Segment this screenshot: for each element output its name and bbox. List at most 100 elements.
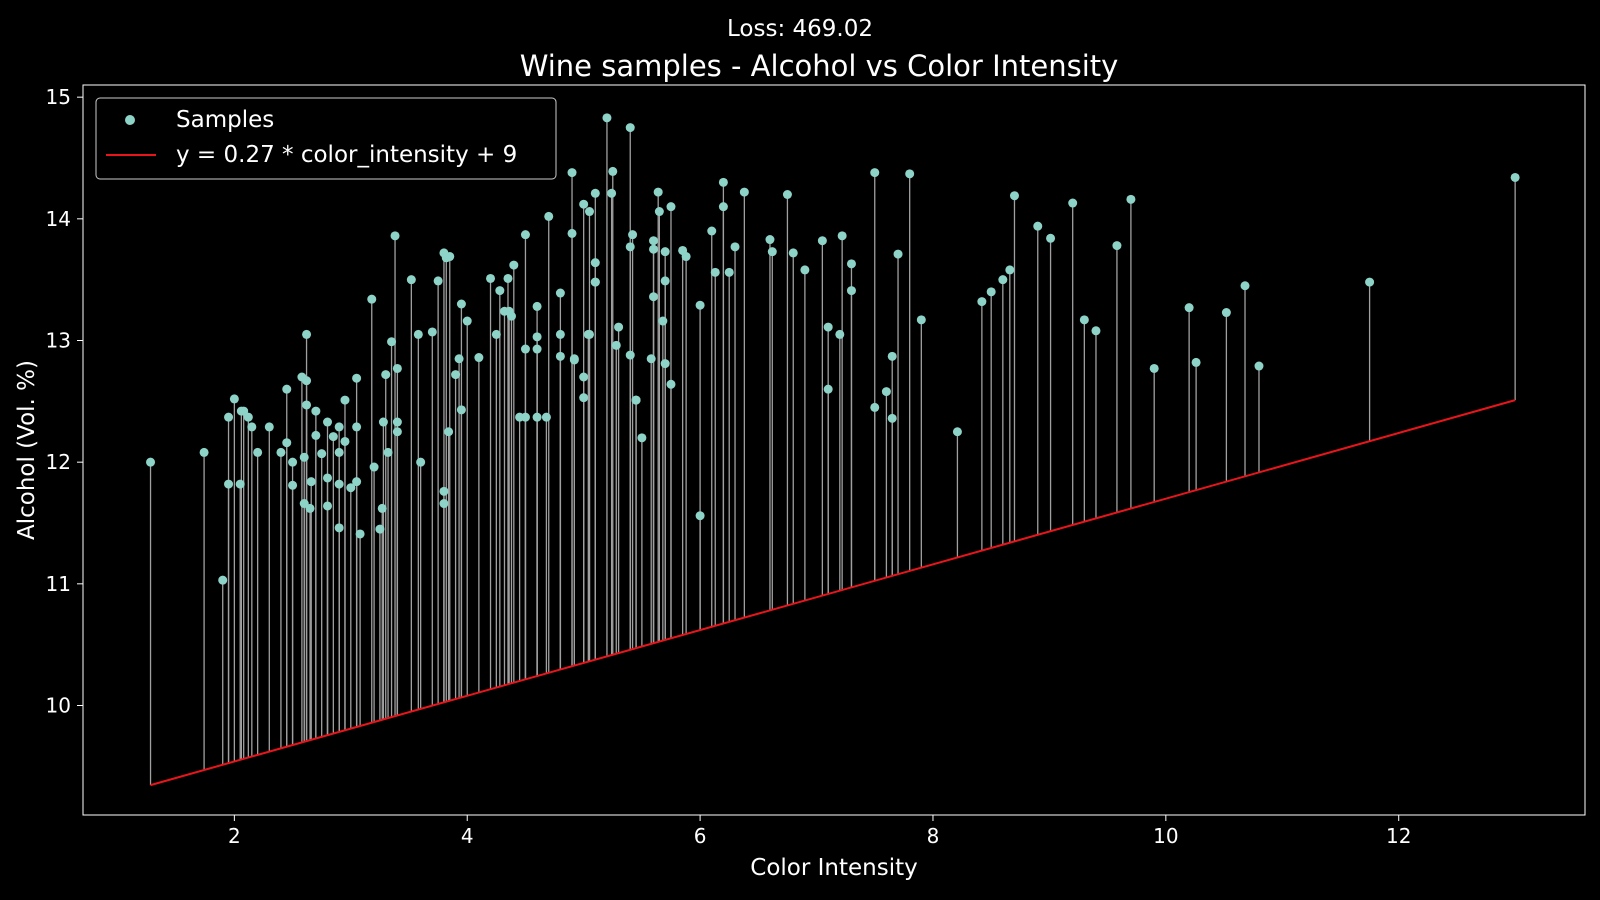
- data-point: [302, 376, 312, 386]
- data-point: [1068, 198, 1078, 208]
- data-point: [413, 329, 423, 339]
- data-point: [590, 277, 600, 287]
- data-point: [509, 260, 519, 270]
- y-tick-label: 14: [46, 207, 71, 231]
- data-point: [503, 273, 513, 283]
- residual-lines: [149, 117, 1516, 786]
- data-point: [628, 230, 638, 240]
- data-points: [146, 113, 1520, 585]
- data-point: [276, 447, 286, 457]
- data-point: [584, 329, 594, 339]
- data-point: [1184, 303, 1194, 313]
- legend-marker-samples: [125, 115, 135, 125]
- data-point: [637, 433, 647, 443]
- data-point: [328, 432, 338, 442]
- data-point: [555, 288, 565, 298]
- data-point: [602, 113, 612, 123]
- data-point: [905, 169, 915, 179]
- data-point: [800, 265, 810, 275]
- data-point: [660, 276, 670, 286]
- data-point: [506, 311, 516, 321]
- data-point: [625, 123, 635, 133]
- data-point: [567, 168, 577, 178]
- data-point: [340, 395, 350, 405]
- data-point: [224, 479, 234, 489]
- data-point: [881, 387, 891, 397]
- data-point: [383, 447, 393, 457]
- data-point: [658, 316, 668, 326]
- data-point: [569, 354, 579, 364]
- data-point: [352, 373, 362, 383]
- data-point: [323, 473, 333, 483]
- data-point: [1149, 363, 1159, 373]
- data-point: [302, 329, 312, 339]
- data-point: [334, 447, 344, 457]
- legend-label-line: y = 0.27 * color_intensity + 9: [176, 142, 517, 168]
- fit-line-group: [150, 399, 1516, 787]
- plot-frame: [82, 84, 1586, 816]
- data-point: [1221, 308, 1231, 318]
- data-point: [707, 226, 717, 236]
- data-point: [334, 479, 344, 489]
- data-point: [887, 351, 897, 361]
- data-point: [1091, 326, 1101, 336]
- data-point: [381, 370, 391, 380]
- data-point: [646, 354, 656, 364]
- y-axis-label: Alcohol (Vol. %): [14, 360, 40, 540]
- data-point: [334, 523, 344, 533]
- data-point: [282, 438, 292, 448]
- data-point: [456, 405, 466, 415]
- data-point: [846, 286, 856, 296]
- data-point: [253, 447, 263, 457]
- legend-box: [95, 97, 557, 180]
- data-point: [1033, 221, 1043, 231]
- data-point: [846, 259, 856, 269]
- data-point: [416, 457, 426, 467]
- data-point: [346, 483, 356, 493]
- data-point: [579, 199, 589, 209]
- data-point: [433, 276, 443, 286]
- data-point: [532, 301, 542, 311]
- data-point: [439, 486, 449, 496]
- data-point: [427, 327, 437, 337]
- data-point: [614, 322, 624, 332]
- data-point: [590, 188, 600, 198]
- x-tick-label: 8: [927, 824, 940, 848]
- x-tick-label: 2: [228, 824, 241, 848]
- data-point: [739, 187, 749, 197]
- data-point: [718, 202, 728, 212]
- y-tick-label: 10: [46, 694, 71, 718]
- data-point: [1365, 277, 1375, 287]
- data-point: [243, 412, 253, 422]
- y-tick-label: 15: [46, 85, 71, 109]
- data-point: [1510, 172, 1520, 182]
- data-point: [584, 207, 594, 217]
- data-point: [387, 337, 397, 347]
- y-tick-label: 11: [46, 572, 71, 596]
- data-point: [317, 449, 327, 459]
- data-point: [474, 353, 484, 363]
- data-point: [1112, 241, 1122, 251]
- data-point: [870, 168, 880, 178]
- data-point: [392, 363, 402, 373]
- data-point: [520, 344, 530, 354]
- data-point: [392, 417, 402, 427]
- data-point: [788, 248, 798, 258]
- data-point: [541, 412, 551, 422]
- data-point: [666, 202, 676, 212]
- data-point: [369, 462, 379, 472]
- data-point: [695, 511, 705, 521]
- data-point: [218, 575, 228, 585]
- data-point: [532, 412, 542, 422]
- data-point: [649, 236, 659, 246]
- data-point: [323, 417, 333, 427]
- data-point: [390, 231, 400, 241]
- data-point: [660, 247, 670, 257]
- data-point: [1005, 265, 1015, 275]
- data-point: [532, 344, 542, 354]
- data-point: [590, 258, 600, 268]
- data-point: [611, 340, 621, 350]
- data-point: [1046, 233, 1056, 243]
- y-tick-label: 13: [46, 329, 71, 353]
- data-point: [311, 430, 321, 440]
